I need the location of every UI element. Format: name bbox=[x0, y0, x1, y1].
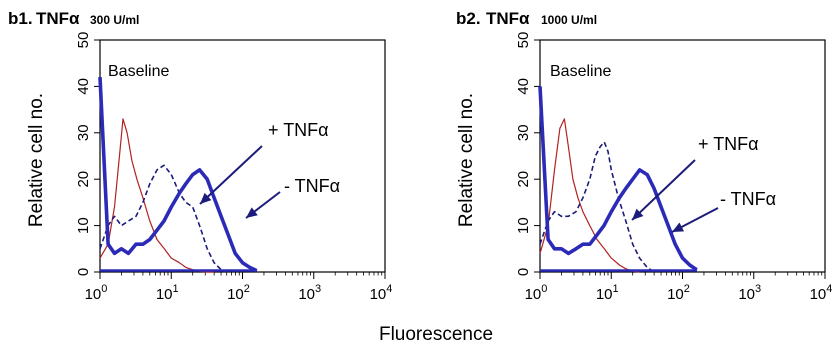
annotation-label: + TNFα bbox=[268, 120, 329, 140]
panel-b1-dose: 300 U/ml bbox=[90, 13, 139, 27]
panel-b2-title: TNFα bbox=[486, 9, 530, 28]
panel-b1: b1. TNFα 300 U/ml Relative cell no. Base… bbox=[8, 9, 392, 303]
panel-b1-annotations: + TNFα - TNFα bbox=[199, 120, 340, 219]
panel-b1-label: b1. bbox=[8, 9, 33, 28]
annotation-label: - TNFα bbox=[284, 176, 340, 196]
y-tick-label: 30 bbox=[515, 124, 532, 141]
y-tick-label: 10 bbox=[515, 217, 532, 234]
x-tick-label: 101 bbox=[596, 283, 619, 303]
x-tick-label: 104 bbox=[370, 283, 393, 303]
panel-b1-x-axis: 100 101 102 103 104 bbox=[85, 272, 393, 303]
x-axis-label: Fluorescence bbox=[379, 324, 493, 345]
panel-b2-x-axis: 100 101 102 103 104 bbox=[525, 272, 833, 303]
y-tick-label: 40 bbox=[515, 78, 532, 95]
panel-b2: b2. TNFα 1000 U/ml Relative cell no. Bas… bbox=[456, 9, 832, 303]
x-tick-label: 101 bbox=[156, 283, 179, 303]
annotation-label: + TNFα bbox=[698, 134, 759, 154]
y-tick-label: 20 bbox=[515, 171, 532, 188]
panel-b2-baseline-label: Baseline bbox=[550, 63, 611, 80]
panel-b2-dose: 1000 U/ml bbox=[541, 13, 597, 27]
x-tick-label: 103 bbox=[298, 283, 321, 303]
y-tick-label: 0 bbox=[75, 268, 92, 276]
x-tick-label: 102 bbox=[227, 283, 250, 303]
y-tick-label: 40 bbox=[75, 78, 92, 95]
panel-b2-series bbox=[538, 86, 698, 273]
panel-b1-ylabel: Relative cell no. bbox=[26, 93, 47, 227]
series-thin-red bbox=[539, 118, 640, 273]
y-tick-label: 20 bbox=[75, 171, 92, 188]
annotation-arrow bbox=[199, 145, 263, 205]
panel-b1-baseline-label: Baseline bbox=[108, 63, 169, 80]
x-tick-label: 104 bbox=[810, 283, 833, 303]
arrow-head-icon bbox=[200, 192, 212, 204]
arrow-head-icon bbox=[672, 222, 685, 232]
series-dashed-blue bbox=[99, 164, 229, 273]
y-tick-label: 50 bbox=[75, 32, 92, 49]
annotation-arrow bbox=[631, 159, 696, 221]
panel-b1-series bbox=[98, 77, 258, 273]
x-tick-label: 103 bbox=[738, 283, 761, 303]
x-tick-label: 100 bbox=[525, 283, 548, 303]
y-tick-label: 30 bbox=[75, 124, 92, 141]
panel-b2-annotations: + TNFα - TNFα bbox=[631, 134, 776, 233]
panel-b2-ylabel: Relative cell no. bbox=[456, 93, 477, 227]
y-tick-label: 50 bbox=[515, 32, 532, 49]
series-thin-red bbox=[99, 118, 215, 273]
panel-b1-y-axis: 0 10 20 30 40 50 bbox=[75, 32, 100, 276]
y-tick-label: 0 bbox=[515, 268, 532, 276]
x-tick-label: 102 bbox=[667, 283, 690, 303]
arrow-head-icon bbox=[246, 207, 258, 218]
annotation-label: - TNFα bbox=[720, 189, 776, 209]
panel-b1-title: TNFα bbox=[36, 9, 80, 28]
series-solid-blue bbox=[98, 77, 258, 273]
panel-b2-label: b2. bbox=[456, 9, 481, 28]
x-tick-label: 100 bbox=[85, 283, 108, 303]
panel-b2-y-axis: 0 10 20 30 40 50 bbox=[515, 32, 540, 276]
y-tick-label: 10 bbox=[75, 217, 92, 234]
series-solid-blue bbox=[538, 86, 698, 272]
arrow-head-icon bbox=[632, 208, 644, 220]
series-dashed-blue bbox=[539, 141, 655, 273]
